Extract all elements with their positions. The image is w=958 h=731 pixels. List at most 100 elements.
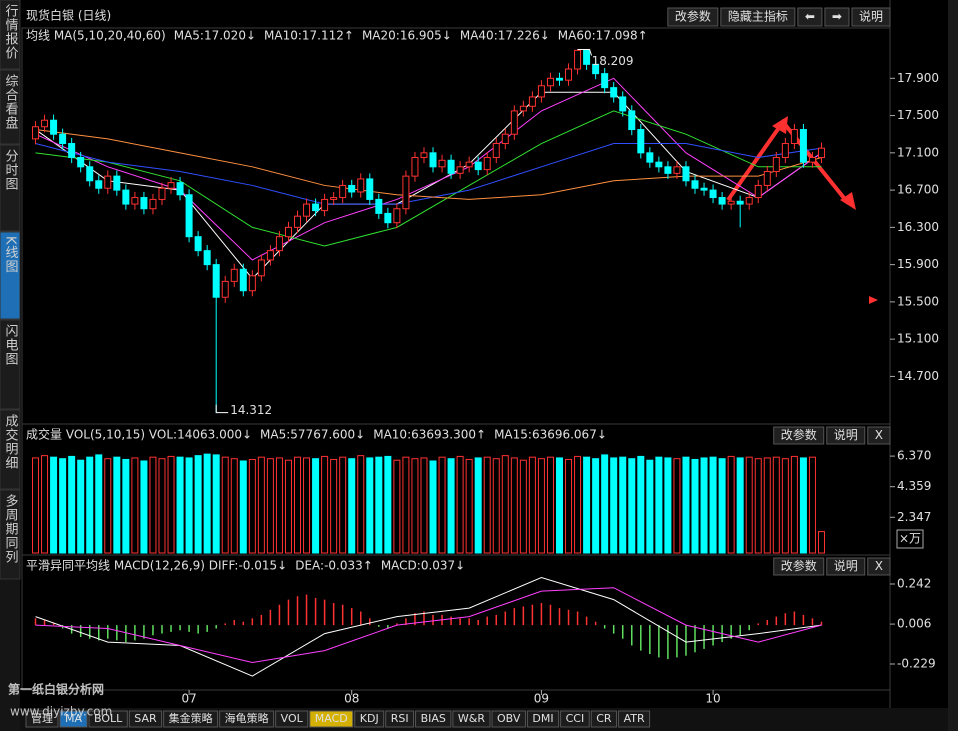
candle-body <box>565 68 573 81</box>
side-tab[interactable] <box>0 69 21 145</box>
tab[interactable] <box>526 710 560 728</box>
candle-body <box>284 226 292 238</box>
candle-body <box>266 250 274 261</box>
min-pointer <box>215 404 229 414</box>
candle-body <box>321 198 329 212</box>
tab-label: CR <box>596 712 612 725</box>
volume-bar <box>176 456 184 554</box>
indicator-line <box>35 577 822 677</box>
candle-body <box>221 280 229 298</box>
tab-label: 海龟策略 <box>225 711 269 725</box>
tab-label: BOLL <box>94 712 123 725</box>
candle-body <box>763 170 771 186</box>
volume-bar <box>420 457 428 554</box>
volume-bar <box>555 457 563 554</box>
tab[interactable] <box>163 710 219 728</box>
button[interactable] <box>773 557 825 576</box>
button[interactable] <box>667 7 719 27</box>
y-tick-label: 16.700 <box>897 183 939 197</box>
tab[interactable] <box>275 710 309 728</box>
candle-body <box>68 143 76 158</box>
candle-body <box>727 200 735 205</box>
button[interactable] <box>773 426 825 445</box>
y-tick-label: 15.500 <box>897 294 939 308</box>
volume-bar <box>393 459 401 554</box>
volume-bar <box>736 457 744 554</box>
candle-body <box>176 182 184 196</box>
tab[interactable] <box>415 710 452 728</box>
side-tab[interactable] <box>0 231 21 320</box>
side-tab-label: 成交明细 <box>3 414 19 470</box>
button[interactable] <box>826 426 866 445</box>
candle-body <box>203 250 211 266</box>
side-tab[interactable] <box>0 489 21 580</box>
side-tab[interactable] <box>0 319 21 410</box>
volume-bar <box>321 455 329 554</box>
candle-body <box>113 175 121 191</box>
legend-text: MA15:63696.067↓ <box>494 428 607 442</box>
volume-bar <box>149 456 157 554</box>
tab[interactable] <box>88 710 128 728</box>
volume-bar <box>510 457 518 554</box>
tab[interactable] <box>128 710 163 728</box>
tab[interactable] <box>491 710 526 728</box>
candle-body <box>492 143 500 158</box>
button[interactable] <box>826 557 866 576</box>
volume-bar <box>50 456 58 554</box>
y-tick-label: 2.347 <box>897 510 931 524</box>
tab[interactable] <box>560 710 590 728</box>
button[interactable] <box>720 7 796 27</box>
candle-body <box>158 187 166 200</box>
candle-body <box>709 189 717 199</box>
tab[interactable] <box>590 710 618 728</box>
y-tick-label: 4.359 <box>897 479 931 493</box>
tab[interactable] <box>452 710 491 728</box>
side-tab[interactable] <box>0 0 21 70</box>
volume-bar <box>817 531 825 554</box>
candle-body <box>745 197 753 205</box>
candle-body <box>474 161 482 171</box>
volume-bar <box>59 458 67 554</box>
watermark-title: 第一纸白银分析网 <box>8 682 104 697</box>
side-tab[interactable] <box>0 144 21 232</box>
button[interactable] <box>851 7 891 27</box>
tab[interactable] <box>59 710 88 728</box>
tab[interactable] <box>354 710 385 728</box>
x-tick-label: 07 <box>181 692 196 706</box>
tab[interactable] <box>385 710 415 728</box>
button[interactable] <box>824 7 850 27</box>
candle-body <box>411 156 419 177</box>
button[interactable] <box>797 7 823 27</box>
volume-bar <box>95 454 103 554</box>
tab[interactable] <box>25 710 59 728</box>
side-tab[interactable] <box>0 409 21 490</box>
candle-body <box>700 187 708 191</box>
volume-bar <box>122 458 130 554</box>
tab-label: ATR <box>624 712 645 725</box>
tab[interactable] <box>219 710 275 728</box>
volume-bar <box>447 458 455 554</box>
volume-bar <box>357 455 365 554</box>
tab[interactable] <box>309 710 354 728</box>
volume-bar <box>429 460 437 554</box>
candle-body <box>510 110 518 135</box>
candle-body <box>384 212 392 224</box>
volume-bar <box>438 456 446 554</box>
candle-body <box>628 110 636 131</box>
candle-body <box>32 126 40 140</box>
volume-bar <box>610 457 618 554</box>
volume-bar <box>673 458 681 554</box>
candle-body <box>817 147 825 158</box>
volume-bar <box>230 458 238 554</box>
volume-bar <box>131 457 139 554</box>
candle-body <box>519 105 527 112</box>
candle-body <box>691 180 699 189</box>
volume-bar <box>790 455 798 554</box>
tab[interactable] <box>618 710 651 728</box>
button[interactable] <box>867 426 891 445</box>
candle-body <box>167 182 175 189</box>
button[interactable] <box>867 557 891 576</box>
candle-body <box>754 184 762 199</box>
